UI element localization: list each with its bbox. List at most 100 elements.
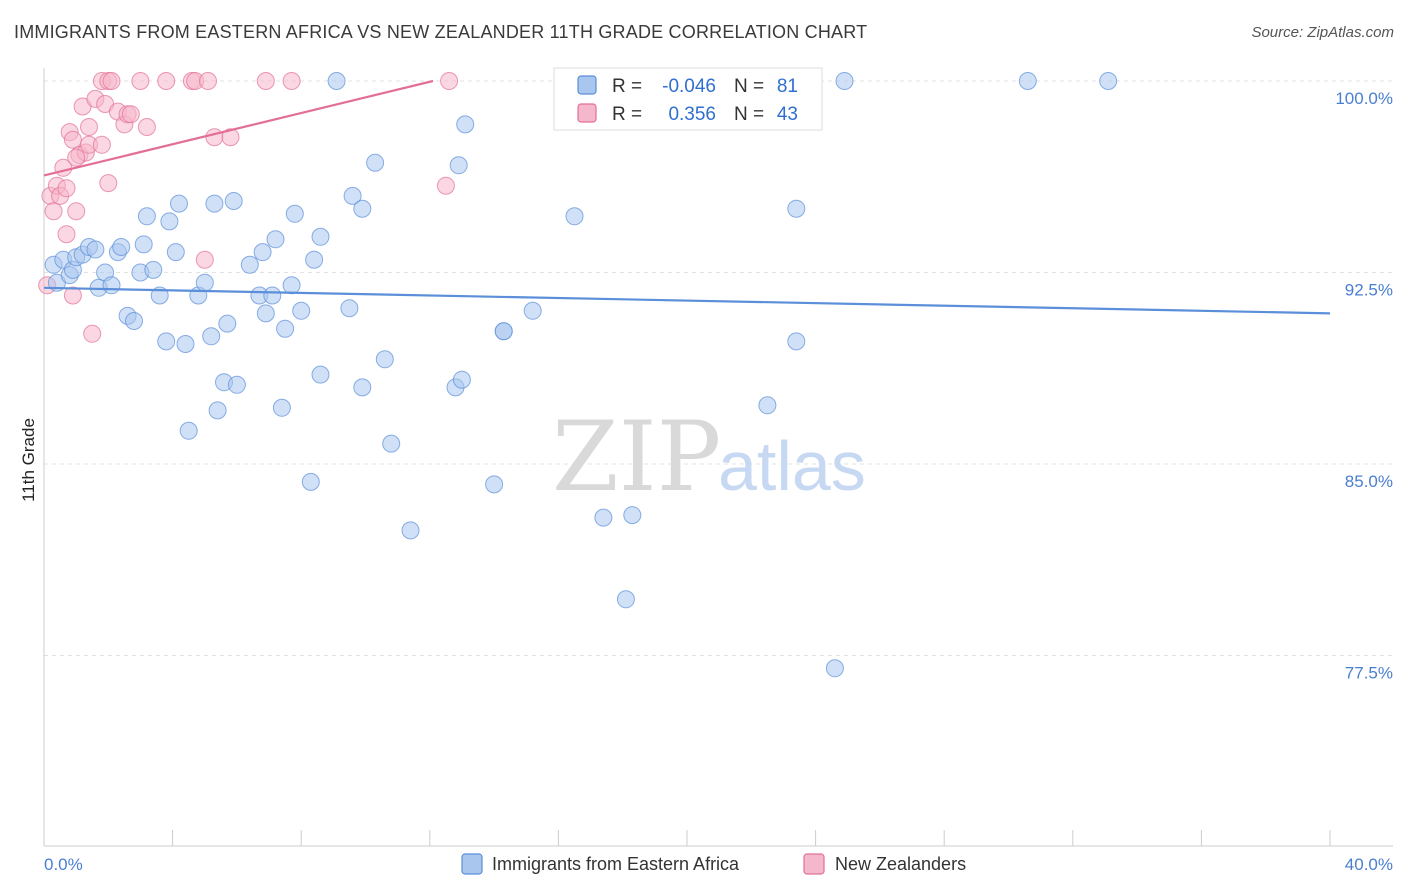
point-eastern-africa-66 [494,322,513,341]
point-new-zealanders-28 [121,105,140,124]
stats-legend: R = -0.046 N = 81 R = 0.356 N = 43 [553,67,823,131]
point-eastern-africa-44 [282,276,301,295]
point-eastern-africa-73 [758,396,777,415]
point-eastern-africa-78 [1018,72,1037,90]
point-eastern-africa-52 [340,299,359,318]
series-legend-swatch-pink [803,853,825,875]
point-new-zealanders-2 [44,202,63,221]
point-eastern-africa-35 [227,375,246,394]
point-eastern-africa-8 [86,240,105,259]
series-legend-swatch-blue [461,853,483,875]
point-eastern-africa-56 [366,153,385,172]
legend-r-label-1: R = [612,76,642,97]
point-eastern-africa-61 [449,156,468,175]
point-new-zealanders-17 [83,324,102,343]
point-eastern-africa-42 [272,398,291,417]
point-new-zealanders-7 [57,225,76,244]
point-eastern-africa-18 [137,207,156,226]
point-eastern-africa-63 [456,115,475,134]
trend-lines [43,79,1331,315]
point-eastern-africa-31 [208,401,227,420]
point-new-zealanders-29 [131,72,150,90]
point-new-zealanders-21 [99,174,118,193]
y-tick-label-3: 77.5% [1345,664,1393,683]
point-eastern-africa-47 [301,472,320,491]
point-eastern-africa-62 [452,370,471,389]
watermark-atlas: atlas [718,427,866,505]
point-eastern-africa-55 [353,378,372,397]
point-eastern-africa-79 [1099,72,1118,90]
point-new-zealanders-41 [440,72,459,90]
point-eastern-africa-17 [134,235,153,254]
legend-r-label-2: R = [612,104,642,125]
point-eastern-africa-51 [327,72,346,90]
y-axis-label: 11th Grade [19,418,38,502]
point-new-zealanders-40 [436,176,455,195]
grid-lines [44,80,1393,656]
point-new-zealanders-42 [67,148,86,167]
series-eastern-africa-points [44,72,1118,678]
point-new-zealanders-30 [137,118,156,136]
point-eastern-africa-75 [787,199,806,218]
point-new-zealanders-34 [195,250,214,269]
point-new-zealanders-35 [199,72,217,90]
point-new-zealanders-9 [63,130,82,149]
legend-r-value-2: 0.356 [668,104,716,125]
point-new-zealanders-39 [282,72,301,90]
watermark-zip: ZIP [552,401,721,513]
point-new-zealanders-31 [157,72,176,90]
point-eastern-africa-33 [218,314,237,333]
point-eastern-africa-43 [276,319,295,338]
point-eastern-africa-50 [311,227,330,246]
chart-source: Source: ZipAtlas.com [1251,24,1394,41]
point-eastern-africa-72 [623,506,642,525]
trend-line-eastern-africa [43,286,1331,315]
point-eastern-africa-59 [401,521,420,540]
point-eastern-africa-22 [160,212,179,231]
stats-legend-box [553,67,823,131]
point-new-zealanders-10 [63,286,82,305]
watermark: ZIP atlas [552,401,866,513]
point-eastern-africa-54 [353,199,372,218]
trend-line-new-zealanders [43,79,434,177]
chart-title: IMMIGRANTS FROM EASTERN AFRICA VS NEW ZE… [14,22,868,42]
point-eastern-africa-74 [787,332,806,351]
legend-n-label-1: N = [734,76,764,97]
point-eastern-africa-23 [166,243,185,262]
legend-swatch-blue [577,75,597,95]
x-tick-label-0: 0.0% [44,855,83,874]
point-eastern-africa-77 [835,72,854,90]
point-eastern-africa-71 [616,590,635,609]
point-new-zealanders-38 [256,72,275,90]
point-new-zealanders-11 [67,202,86,221]
y-tick-label-2: 85.0% [1345,472,1393,491]
point-new-zealanders-6 [57,179,76,198]
point-eastern-africa-19 [144,260,163,279]
point-eastern-africa-69 [594,508,613,527]
point-eastern-africa-13 [112,238,131,256]
point-new-zealanders-24 [102,72,121,90]
point-eastern-africa-30 [205,194,224,213]
point-eastern-africa-64 [485,475,504,494]
point-eastern-africa-40 [263,286,282,305]
point-eastern-africa-21 [157,332,176,351]
series-legend: Immigrants from Eastern Africa New Zeala… [461,853,966,875]
legend-n-value-2: 43 [777,104,798,125]
x-tick-label-1: 40.0% [1345,855,1393,874]
point-eastern-africa-24 [170,194,188,213]
series-legend-label-blue: Immigrants from Eastern Africa [492,854,740,874]
legend-n-label-2: N = [734,104,764,125]
point-eastern-africa-67 [523,301,542,320]
point-eastern-africa-45 [285,204,304,223]
y-tick-labels: 100.0% 92.5% 85.0% 77.5% [1335,89,1393,683]
point-new-zealanders-19 [92,135,111,154]
point-eastern-africa-49 [311,365,330,384]
point-eastern-africa-48 [305,250,324,269]
point-eastern-africa-46 [292,301,311,320]
point-eastern-africa-28 [195,273,214,292]
point-eastern-africa-41 [266,230,285,249]
point-eastern-africa-39 [256,304,275,323]
series-legend-label-pink: New Zealanders [835,854,966,874]
series-new-zealanders-points [38,72,459,343]
